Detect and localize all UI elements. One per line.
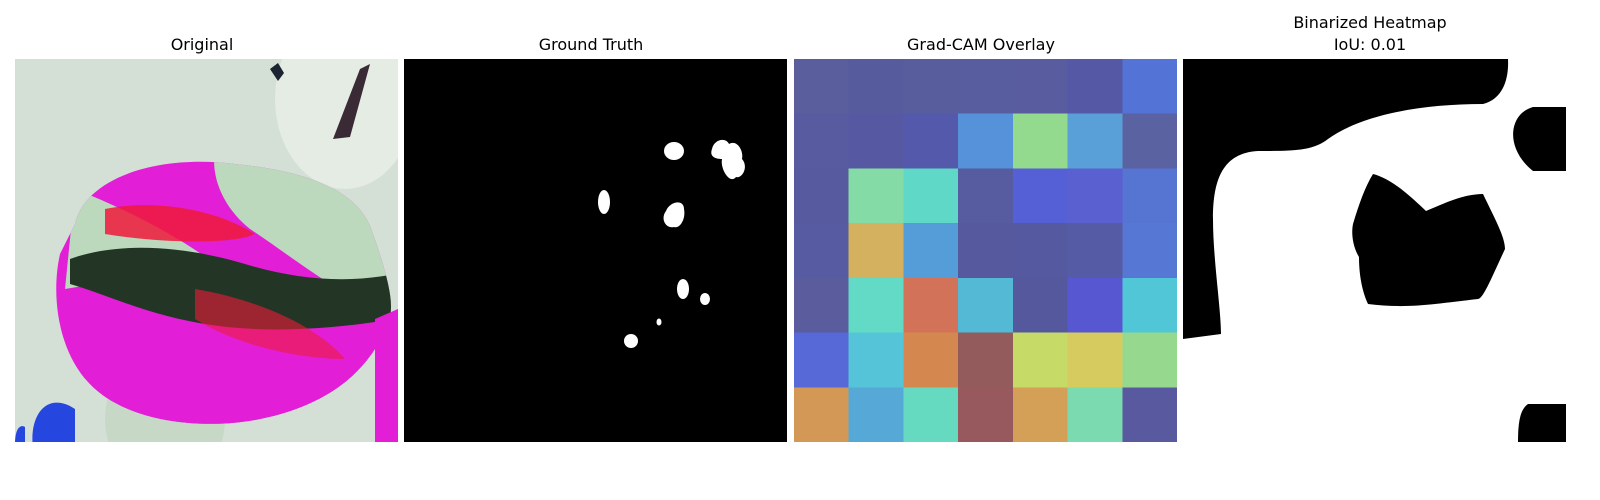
gradcam-cell	[958, 387, 1014, 442]
gradcam-cell	[848, 113, 905, 170]
gradcam-cell	[1122, 168, 1177, 224]
gradcam-cell	[794, 387, 850, 442]
gradcam-cell	[848, 277, 905, 334]
gradcam-cell	[1122, 332, 1177, 388]
original-image	[15, 59, 398, 442]
lesion-spot	[624, 334, 638, 348]
gradcam-cell	[848, 59, 905, 115]
gradcam-cell	[1012, 387, 1069, 442]
lesion-spot	[677, 279, 689, 299]
gradcam-cell	[1012, 332, 1069, 388]
gradcam-cell	[1122, 387, 1177, 442]
original-title: Original	[170, 35, 234, 54]
binarized-title: Binarized Heatmap	[1293, 13, 1447, 32]
binarized-black-region	[1352, 174, 1505, 307]
gradcam-cell	[903, 168, 959, 224]
gradcam-cell	[1122, 277, 1177, 334]
gradcam-cell	[1067, 168, 1123, 224]
gradcam-cell	[958, 223, 1014, 279]
gradcam-cell	[958, 113, 1014, 170]
gradcam-cell	[848, 223, 905, 279]
lesion-spot	[711, 139, 745, 180]
lesion-spot	[656, 318, 662, 326]
binarized-heatmap	[1183, 59, 1566, 442]
gradcam-cell	[848, 387, 905, 442]
binarized-black-region	[1513, 107, 1566, 171]
gradcam-cell	[1012, 168, 1069, 224]
gradcam-overlay	[794, 59, 1177, 442]
gradcam-cell	[1012, 113, 1069, 170]
gradcam-cell	[794, 223, 850, 279]
gradcam-cell	[958, 59, 1014, 115]
gradcam-cell	[794, 332, 850, 388]
lesion-spot	[664, 142, 684, 160]
gradcam-cell	[794, 113, 850, 170]
gradcam-cell	[1067, 332, 1123, 388]
lesion-spot	[663, 202, 685, 228]
gradcam-cell	[848, 332, 905, 388]
gradcam-cell	[1067, 59, 1123, 115]
gradcam-cell	[903, 277, 959, 334]
binarized-black-region	[1518, 404, 1566, 442]
gradcam-cell	[1122, 223, 1177, 279]
ground-truth-mask	[404, 59, 787, 442]
gradcam-cell	[1012, 223, 1069, 279]
gradcam-cell	[958, 277, 1014, 334]
gradcam-cell	[1012, 59, 1069, 115]
gradcam-cell	[1122, 59, 1177, 115]
gradcam-cell	[1067, 277, 1123, 334]
gradcam-heatmap	[794, 59, 1177, 442]
gradcam-cell	[794, 59, 850, 115]
gradcam-cell	[958, 332, 1014, 388]
gradcam-cell	[848, 168, 905, 224]
ground-truth-title: Ground Truth	[538, 35, 644, 54]
gradcam-cell	[903, 113, 959, 170]
gradcam-cell	[1122, 113, 1177, 170]
gradcam-cell	[903, 59, 959, 115]
gradcam-cell	[903, 387, 959, 442]
gradcam-cell	[1067, 223, 1123, 279]
gradcam-cell	[1067, 387, 1123, 442]
gradcam-cell	[794, 168, 850, 224]
gradcam-cell	[1012, 277, 1069, 334]
binarized-black-region	[1183, 59, 1509, 339]
iou-score: IoU: 0.01	[1333, 35, 1407, 54]
lesion-spot	[598, 190, 610, 214]
original-leaf-image	[15, 59, 398, 442]
binarized-heatmap-image	[1183, 59, 1566, 442]
gradcam-title: Grad-CAM Overlay	[907, 35, 1055, 54]
ground-truth-mask-image	[404, 59, 787, 442]
gradcam-cell	[794, 277, 850, 334]
gradcam-cell	[903, 332, 959, 388]
gradcam-cell	[958, 168, 1014, 224]
gradcam-cell	[903, 223, 959, 279]
lesion-spot	[700, 293, 710, 305]
gradcam-cell	[1067, 113, 1123, 170]
